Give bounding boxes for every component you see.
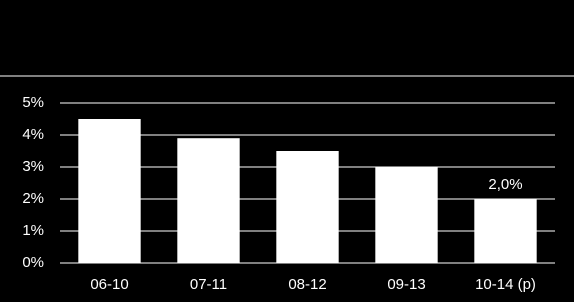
- bar: [78, 119, 141, 263]
- x-tick-label: 09-13: [387, 276, 425, 293]
- y-tick-label: 1%: [22, 222, 44, 239]
- x-tick-label: 10-14 (p): [475, 276, 536, 293]
- x-tick-label: 08-12: [288, 276, 326, 293]
- y-tick-label: 2%: [22, 190, 44, 207]
- bar: [276, 151, 339, 263]
- x-tick-label: 06-10: [90, 276, 128, 293]
- value-label: 2,0%: [488, 176, 522, 193]
- bar: [474, 199, 537, 263]
- y-tick-label: 3%: [22, 158, 44, 175]
- y-tick-label: 4%: [22, 126, 44, 143]
- y-tick-label: 0%: [22, 254, 44, 271]
- y-tick-label: 5%: [22, 94, 44, 111]
- x-tick-label: 07-11: [190, 276, 227, 293]
- bar: [375, 167, 438, 263]
- bar: [177, 138, 240, 263]
